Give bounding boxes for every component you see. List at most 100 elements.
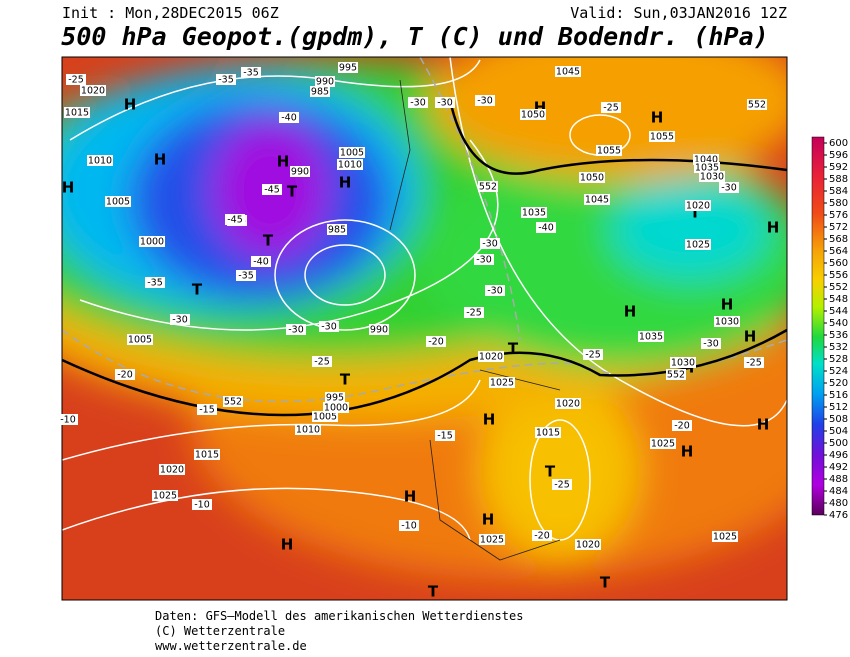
colorbar-label: 576 [829, 210, 848, 221]
label-box [532, 530, 552, 541]
label-box [159, 464, 185, 475]
label-box [127, 334, 153, 345]
contour-label: 1015 [536, 428, 560, 439]
contour-label: 1010 [338, 160, 362, 171]
label-box [225, 214, 245, 225]
label-box [319, 321, 339, 332]
label-box [312, 411, 338, 422]
contour-label: -45 [264, 185, 280, 196]
contour-label: -20 [674, 421, 690, 432]
contour-label: -30 [703, 339, 719, 350]
label-box [312, 356, 332, 367]
label-box [325, 392, 345, 403]
contour-label: 552 [479, 182, 497, 193]
pressure-center: H [404, 488, 417, 506]
label-box [489, 377, 515, 388]
label-box [535, 427, 561, 438]
contour-label: -25 [603, 103, 619, 114]
label-box [596, 145, 622, 156]
label-box [714, 316, 740, 327]
contour-label: -35 [243, 68, 259, 79]
label-box [478, 351, 504, 362]
contour-label: 552 [224, 397, 242, 408]
colorbar-label: 580 [829, 198, 848, 209]
label-box [719, 182, 739, 193]
label-box [369, 324, 389, 335]
contour-label: -15 [437, 431, 453, 442]
pressure-center: H [62, 179, 75, 197]
colorbar-label: 552 [829, 282, 848, 293]
contour-label: 1045 [585, 195, 609, 206]
label-box [480, 238, 500, 249]
contour-label: 990 [316, 77, 334, 88]
pressure-center: T [545, 463, 556, 481]
pressure-center: T [600, 574, 611, 592]
label-box [315, 76, 335, 87]
colorbar-label: 520 [829, 378, 848, 389]
pressure-center: H [744, 328, 757, 346]
colorbar-label: 528 [829, 354, 848, 365]
colorbar [811, 136, 825, 516]
contour-label: 1020 [479, 352, 503, 363]
colorbar-label: 508 [829, 414, 848, 425]
pressure-center: H [277, 153, 290, 171]
contour-label: -20 [534, 531, 550, 542]
contour-label: -30 [410, 98, 426, 109]
label-box [279, 112, 299, 123]
pressure-center: T [428, 583, 439, 601]
pressure-center: H [624, 303, 637, 321]
colorbar-label: 540 [829, 318, 848, 329]
label-box [694, 162, 720, 173]
colorbar-label: 564 [829, 246, 848, 257]
pressure-center: T [508, 340, 519, 358]
pressure-center: T [287, 183, 298, 201]
colorbar-label: 556 [829, 270, 848, 281]
contour-label: 990 [370, 325, 388, 336]
label-box [685, 200, 711, 211]
contour-label: 1005 [128, 335, 152, 346]
contour-label: -25 [746, 358, 762, 369]
pressure-center: T [340, 371, 351, 389]
pressure-center: T [690, 204, 701, 222]
label-box [241, 67, 261, 78]
label-box [115, 369, 135, 380]
contour-label: 1000 [140, 237, 164, 248]
label-box [650, 438, 676, 449]
label-box [475, 95, 495, 106]
pressure-center: H [757, 416, 770, 434]
contour-label: 1025 [490, 378, 514, 389]
valid-time: Valid: Sun,03JAN2016 12Z [570, 4, 787, 22]
contour-label: -15 [199, 405, 215, 416]
contour-label: 1035 [695, 163, 719, 174]
label-box [66, 74, 86, 85]
label-box [286, 324, 306, 335]
contour-label: -20 [117, 370, 133, 381]
colorbar-label: 584 [829, 186, 848, 197]
label-box [310, 86, 330, 97]
contour-label: -20 [428, 337, 444, 348]
label-box [262, 184, 282, 195]
colorbar-label: 480 [829, 498, 848, 509]
contour-label: 990 [291, 167, 309, 178]
contour-label: -30 [172, 315, 188, 326]
contour-label: 1020 [160, 465, 184, 476]
label-box [339, 147, 365, 158]
contour-label: -30 [321, 322, 337, 333]
contour-label: 1015 [65, 108, 89, 119]
label-box [236, 270, 256, 281]
contour-label: -35 [238, 271, 254, 282]
label-box [464, 307, 484, 318]
label-box [170, 314, 190, 325]
label-box [408, 97, 428, 108]
label-box [399, 520, 419, 531]
pressure-center: H [339, 174, 352, 192]
contour-label: 1005 [340, 148, 364, 159]
contour-label: 1005 [313, 412, 337, 423]
contour-label: -40 [538, 223, 554, 234]
label-box [555, 398, 581, 409]
label-box [87, 155, 113, 166]
contour-label: 1000 [324, 403, 348, 414]
contour-label: 1050 [580, 173, 604, 184]
contour-label: 1055 [650, 132, 674, 143]
label-box [152, 490, 178, 501]
